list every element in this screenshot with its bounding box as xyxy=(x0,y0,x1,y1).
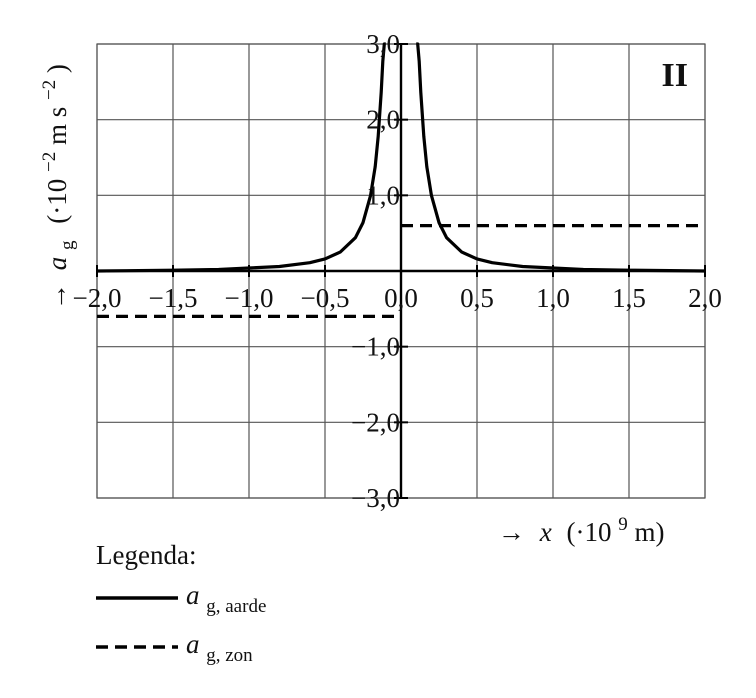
y-axis-sub: g xyxy=(57,240,78,250)
y-tick-label: 2,0 xyxy=(366,105,400,135)
y-tick-label: −1,0 xyxy=(351,332,400,362)
x-axis-label: → x (·10 9 m) xyxy=(498,506,664,547)
x-tick-label: −2,0 xyxy=(73,283,122,313)
y-axis-label: → a g (·10 −2 m s −2 ) xyxy=(31,64,79,310)
y-axis-exp: −2 xyxy=(39,152,60,172)
legend-entry-zon-var: a xyxy=(186,629,200,659)
legend: Legenda: a g, aarde a g, zon xyxy=(96,540,266,666)
tick-labels: −2,0 −1,5 −1,0 −0,5 0,0 0,5 1,0 1,5 2,03,02,01,0… xyxy=(73,29,722,513)
legend-entry-aarde-var: a xyxy=(186,580,200,610)
x-tick-label: 2,0 xyxy=(688,283,722,313)
legend-title: Legenda: xyxy=(96,540,196,570)
x-axis-var: x xyxy=(539,517,552,547)
x-axis-unit-post: m) xyxy=(634,517,664,547)
legend-entry-aarde: a g, aarde xyxy=(186,580,266,617)
x-axis-unit-pre: (·10 xyxy=(566,517,611,547)
x-tick-label: −1,5 xyxy=(149,283,198,313)
y-axis-var: a xyxy=(42,257,72,271)
x-axis-arrow: → xyxy=(498,517,525,547)
x-tick-label: 0,0 xyxy=(384,283,418,313)
x-tick-label: 1,0 xyxy=(536,283,570,313)
legend-entry-aarde-sub: g, aarde xyxy=(206,596,266,617)
y-tick-label: 3,0 xyxy=(366,29,400,59)
x-tick-label: 0,5 xyxy=(460,283,494,313)
y-axis-close: ) xyxy=(42,64,72,73)
y-axis-unit-post: m s xyxy=(42,107,72,145)
y-axis-exp2: −2 xyxy=(39,80,60,100)
legend-entry-zon: a g, zon xyxy=(186,629,253,666)
x-axis-exp: 9 xyxy=(618,514,628,535)
data-series xyxy=(96,42,706,318)
y-axis-unit-pre: (·10 xyxy=(42,179,72,224)
panel-label: II xyxy=(662,57,688,94)
x-tick-label: −1,0 xyxy=(225,283,274,313)
y-tick-label: −2,0 xyxy=(351,407,400,437)
y-tick-label: −3,0 xyxy=(351,483,400,513)
series-aarde-left-branch xyxy=(96,42,386,273)
x-tick-label: 1,5 xyxy=(612,283,646,313)
y-tick-label: 1,0 xyxy=(366,180,400,210)
y-axis-arrow: → xyxy=(42,283,72,310)
series-aarde-right-branch xyxy=(416,42,706,273)
legend-entry-zon-sub: g, zon xyxy=(206,645,253,666)
x-tick-label: −0,5 xyxy=(301,283,350,313)
